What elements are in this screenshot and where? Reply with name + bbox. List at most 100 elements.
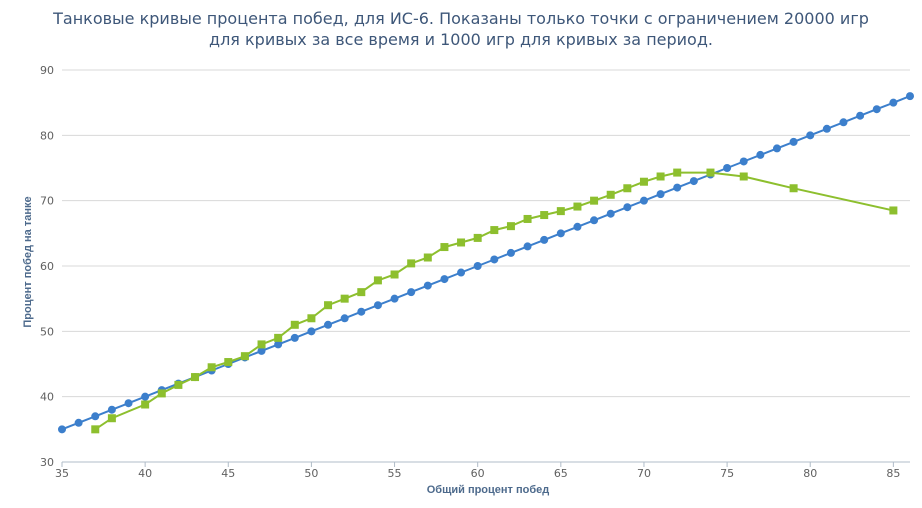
- data-point: [141, 400, 150, 409]
- x-tick-label: 80: [803, 467, 817, 480]
- data-point: [274, 333, 283, 342]
- data-point: [373, 276, 382, 285]
- data-point: [440, 243, 449, 252]
- data-point: [590, 216, 599, 225]
- y-tick-label: 80: [40, 129, 54, 142]
- data-point: [889, 98, 898, 107]
- data-point: [806, 131, 815, 140]
- data-point: [756, 150, 765, 159]
- data-point: [656, 190, 665, 199]
- data-point: [739, 172, 748, 181]
- data-point: [58, 425, 66, 434]
- data-point: [423, 253, 432, 262]
- y-tick-label: 90: [40, 64, 54, 77]
- data-point: [872, 105, 881, 114]
- data-point: [839, 118, 848, 127]
- data-point: [490, 226, 499, 235]
- data-point: [906, 92, 914, 101]
- x-tick-label: 60: [471, 467, 485, 480]
- data-point: [457, 268, 466, 277]
- data-point: [124, 399, 133, 408]
- data-point: [523, 242, 532, 251]
- data-point: [224, 358, 233, 367]
- data-point: [623, 203, 632, 212]
- data-point: [606, 190, 615, 199]
- data-point: [290, 320, 299, 329]
- x-tick-label: 50: [304, 467, 318, 480]
- x-axis-label: Общий процент побед: [426, 484, 550, 496]
- data-point: [107, 405, 116, 414]
- data-point: [423, 281, 432, 290]
- data-point: [407, 259, 416, 268]
- data-point: [723, 164, 732, 172]
- data-point: [307, 327, 316, 336]
- y-tick-label: 50: [40, 325, 54, 338]
- data-point: [390, 270, 399, 279]
- series-2: [91, 168, 898, 434]
- data-point: [673, 168, 682, 177]
- data-point: [789, 184, 798, 193]
- x-tick-label: 40: [138, 467, 152, 480]
- data-point: [540, 235, 549, 244]
- data-point: [257, 346, 266, 355]
- data-point: [556, 229, 565, 238]
- data-point: [573, 202, 582, 211]
- data-point: [673, 183, 682, 192]
- data-point: [324, 301, 333, 310]
- data-point: [440, 275, 449, 284]
- data-point: [639, 196, 648, 205]
- x-tick-label: 35: [55, 467, 69, 480]
- chart-title: Танковые кривые процента побед, для ИС-6…: [53, 9, 869, 49]
- data-point: [573, 222, 582, 231]
- y-tick-label: 40: [40, 391, 54, 404]
- data-point: [540, 211, 549, 220]
- data-point: [91, 425, 100, 434]
- data-point: [490, 255, 499, 264]
- data-point: [772, 144, 781, 153]
- x-tick-label: 75: [720, 467, 734, 480]
- data-point: [157, 389, 166, 398]
- data-point: [340, 314, 349, 323]
- data-point: [656, 172, 665, 181]
- series-line: [94, 171, 894, 431]
- data-point: [240, 352, 249, 361]
- data-point: [257, 340, 266, 349]
- data-point: [706, 168, 715, 177]
- data-point: [324, 320, 333, 329]
- data-point: [74, 418, 83, 427]
- data-point: [856, 111, 865, 120]
- y-tick-label: 70: [40, 195, 54, 208]
- series-line: [61, 95, 911, 431]
- data-point: [556, 207, 565, 216]
- data-point: [506, 222, 515, 231]
- data-point: [639, 177, 648, 186]
- data-point: [590, 196, 599, 205]
- data-point: [107, 414, 116, 423]
- data-point: [373, 301, 382, 310]
- x-tick-label: 45: [221, 467, 235, 480]
- data-point: [357, 307, 366, 316]
- data-point: [457, 238, 466, 247]
- data-point: [274, 340, 283, 349]
- data-point: [623, 184, 632, 193]
- data-point: [473, 262, 482, 270]
- data-point: [307, 314, 316, 323]
- y-tick-label: 30: [40, 456, 54, 469]
- data-point: [91, 412, 100, 421]
- data-point: [473, 233, 482, 242]
- data-point: [207, 363, 216, 372]
- data-point: [523, 214, 532, 223]
- data-point: [390, 294, 399, 303]
- data-point: [340, 294, 349, 303]
- x-tick-label: 70: [637, 467, 651, 480]
- data-point: [889, 206, 898, 215]
- data-point: [822, 124, 831, 133]
- x-tick-label: 55: [388, 467, 402, 480]
- data-point: [789, 137, 798, 146]
- data-point: [606, 209, 615, 218]
- data-point: [739, 157, 748, 166]
- data-point: [141, 392, 150, 401]
- data-point: [191, 373, 200, 382]
- data-point: [174, 380, 183, 389]
